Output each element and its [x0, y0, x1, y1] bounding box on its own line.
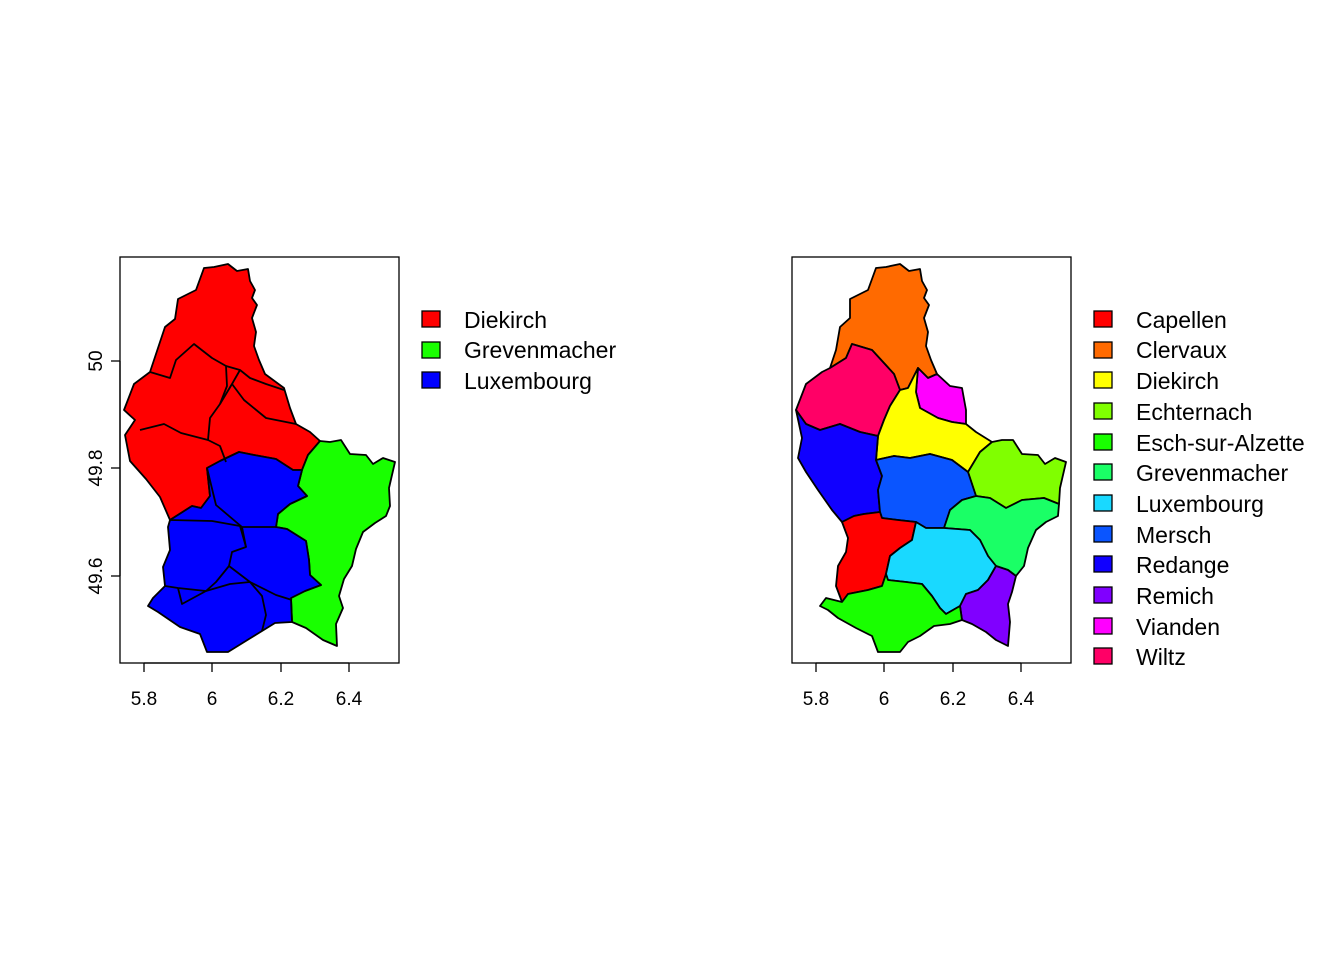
legend-swatch: [1093, 341, 1113, 359]
legend-swatch: [421, 341, 441, 359]
x-tick-label: 6.2: [940, 689, 966, 710]
legend-swatch: [1093, 555, 1113, 573]
map-regions-districts: [123, 263, 396, 653]
x-axis-cantons: 5.8 6 6.2 6.4: [803, 662, 1035, 710]
legend-label: Esch-sur-Alzette: [1136, 430, 1305, 456]
x-tick-label: 6.4: [336, 689, 363, 710]
legend-label: Luxembourg: [464, 368, 592, 394]
legend-label: Grevenmacher: [1136, 460, 1288, 486]
legend-swatch: [1093, 463, 1113, 481]
legend-label: Vianden: [1136, 614, 1220, 640]
x-tick-label: 6.4: [1008, 689, 1035, 710]
legend-label: Clervaux: [1136, 337, 1227, 363]
x-tick-label: 5.8: [803, 689, 829, 710]
legend-label: Wiltz: [1136, 644, 1186, 670]
legend-swatch: [1093, 433, 1113, 451]
legend-label: Remich: [1136, 583, 1214, 609]
y-axis-districts: 49.6 49.8 50: [86, 350, 121, 595]
legend-label: Luxembourg: [1136, 491, 1264, 517]
legend-swatch: [421, 310, 441, 328]
x-tick-label: 6: [207, 689, 218, 710]
legend-label: Diekirch: [464, 307, 547, 333]
legend-swatch: [1093, 586, 1113, 604]
legend-swatch: [1093, 371, 1113, 389]
legend-swatch: [1093, 494, 1113, 512]
x-axis-districts: 5.8 6 6.2 6.4: [131, 662, 363, 710]
legend-label: Grevenmacher: [464, 337, 616, 363]
legend-cantons: Capellen Clervaux Diekirch Echternach Es…: [1093, 307, 1305, 670]
x-tick-label: 5.8: [131, 689, 157, 710]
legend-label: Capellen: [1136, 307, 1227, 333]
y-tick-label: 50: [86, 350, 107, 371]
legend-districts: Diekirch Grevenmacher Luxembourg: [421, 307, 616, 394]
map-regions-cantons: [795, 263, 1067, 653]
x-tick-label: 6: [879, 689, 890, 710]
legend-swatch: [1093, 310, 1113, 328]
y-tick-label: 49.6: [86, 558, 107, 595]
legend-swatch: [1093, 617, 1113, 635]
legend-swatch: [421, 371, 441, 389]
legend-label: Mersch: [1136, 522, 1211, 548]
legend-swatch: [1093, 647, 1113, 665]
x-tick-label: 6.2: [268, 689, 294, 710]
legend-label: Echternach: [1136, 399, 1252, 425]
legend-swatch: [1093, 525, 1113, 543]
legend-label: Diekirch: [1136, 368, 1219, 394]
map-internal-borders-districts: [139, 343, 297, 632]
legend-swatch: [1093, 402, 1113, 420]
region-remich: [959, 565, 1017, 647]
legend-label: Redange: [1136, 552, 1229, 578]
region-esch-sur-alzette: [819, 573, 963, 653]
y-tick-label: 49.8: [86, 450, 107, 487]
map-panel-districts: 5.8 6 6.2 6.4 49.6 49.8 50 Diekirch Grev…: [86, 256, 616, 710]
map-panel-cantons: 5.8 6 6.2 6.4 Capellen Clervaux Diekirch…: [791, 256, 1305, 710]
